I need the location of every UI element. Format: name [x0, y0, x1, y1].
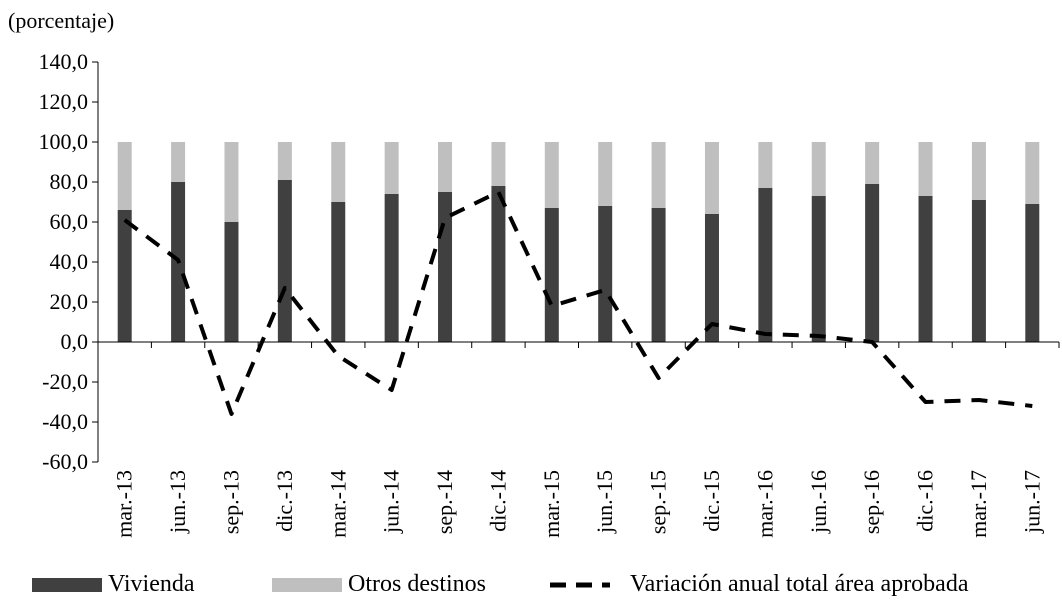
x-tick-label: jun.-16 [806, 470, 831, 534]
bar-vivienda [544, 208, 559, 342]
x-tick-label: jun.-14 [379, 470, 404, 534]
line-layer [123, 190, 1033, 416]
bar-vivienda [1025, 204, 1040, 342]
x-tick-label: dic.-14 [485, 470, 510, 532]
legend-label-variacion: Variación anual total área aprobada [630, 571, 969, 597]
y-tick-labels: 140,0 120,0 100,0 80,0 60,0 40,0 20,0 0,0 -20,0 -… [39, 49, 89, 474]
legend-label-vivienda: Vivienda [108, 571, 195, 597]
bar-vivienda [651, 208, 666, 342]
unit-label: (porcentaje) [8, 8, 115, 33]
bar-vivienda [918, 196, 933, 342]
bar-vivienda [598, 206, 613, 342]
bar-otros-destinos [224, 142, 239, 222]
bar-otros-destinos [758, 142, 773, 188]
bar-vivienda [224, 222, 239, 342]
bar-otros-destinos [438, 142, 453, 192]
x-tick-label: jun.-17 [1019, 470, 1044, 534]
bar-vivienda [331, 202, 346, 342]
legend-swatch-variacion [550, 582, 610, 587]
y-tick-label: -60,0 [42, 449, 88, 474]
legend-item-vivienda: Vivienda [32, 571, 195, 598]
bar-vivienda [704, 214, 719, 342]
x-tick-label: dic.-13 [272, 470, 297, 532]
x-tick-labels: mar.-13 jun.-13 sep.-13 dic.-13 mar.-14 jun.-… [112, 470, 1045, 538]
bars-layer [117, 142, 1040, 342]
x-tick-label: mar.-17 [966, 470, 991, 538]
bar-vivienda [865, 184, 880, 342]
bar-otros-destinos [971, 142, 986, 200]
x-tick-label: sep.-14 [432, 470, 457, 534]
y-tick-label: 60,0 [50, 209, 89, 234]
y-tick-label: -20,0 [42, 369, 88, 394]
x-tick-label: mar.-15 [539, 470, 564, 538]
bar-otros-destinos [544, 142, 559, 208]
bar-otros-destinos [704, 142, 719, 214]
legend-item-otros-destinos: Otros destinos [272, 571, 486, 598]
bar-otros-destinos [331, 142, 346, 202]
bar-vivienda [971, 200, 986, 342]
x-tick-label: jun.-15 [592, 470, 617, 534]
bar-otros-destinos [865, 142, 880, 184]
x-tick-label: mar.-16 [752, 470, 777, 538]
y-tick-label: 20,0 [50, 289, 89, 314]
bar-otros-destinos [117, 142, 132, 210]
bar-vivienda [117, 210, 132, 342]
bar-vivienda [491, 186, 506, 342]
bar-otros-destinos [598, 142, 613, 206]
bar-otros-destinos [918, 142, 933, 196]
x-tick-label: dic.-16 [913, 470, 938, 532]
y-tick-label: 80,0 [50, 169, 89, 194]
y-tick-label: 140,0 [39, 49, 89, 74]
bar-otros-destinos [651, 142, 666, 208]
bar-otros-destinos [384, 142, 399, 194]
axes-layer [92, 61, 1060, 463]
y-tick-label: 120,0 [39, 89, 89, 114]
bar-vivienda [758, 188, 773, 342]
x-tick-label: dic.-15 [699, 470, 724, 532]
bar-otros-destinos [171, 142, 186, 182]
bar-otros-destinos [491, 142, 506, 186]
y-tick-label: 0,0 [61, 329, 89, 354]
x-tick-label: sep.-13 [218, 470, 243, 534]
legend-label-otros-destinos: Otros destinos [348, 571, 486, 597]
series-line-variacion [123, 190, 1033, 416]
bar-vivienda [384, 194, 399, 342]
x-tick-label: jun.-13 [165, 470, 190, 534]
bar-vivienda [277, 180, 292, 342]
legend-swatch-otros-destinos [272, 577, 342, 592]
legend: Vivienda Otros destinos Variación anual … [0, 571, 1062, 601]
legend-item-variacion: Variación anual total área aprobada [548, 571, 968, 598]
y-tick-label: 100,0 [39, 129, 89, 154]
bar-otros-destinos [277, 142, 292, 180]
bar-otros-destinos [811, 142, 826, 196]
x-tick-label: mar.-13 [112, 470, 137, 538]
bar-otros-destinos [1025, 142, 1040, 204]
y-tick-label: -40,0 [42, 409, 88, 434]
bar-vivienda [811, 196, 826, 342]
y-tick-label: 40,0 [50, 249, 89, 274]
x-tick-label: mar.-14 [325, 470, 350, 538]
legend-swatch-vivienda [32, 577, 102, 592]
x-tick-label: sep.-16 [859, 470, 884, 534]
x-tick-label: sep.-15 [646, 470, 671, 534]
